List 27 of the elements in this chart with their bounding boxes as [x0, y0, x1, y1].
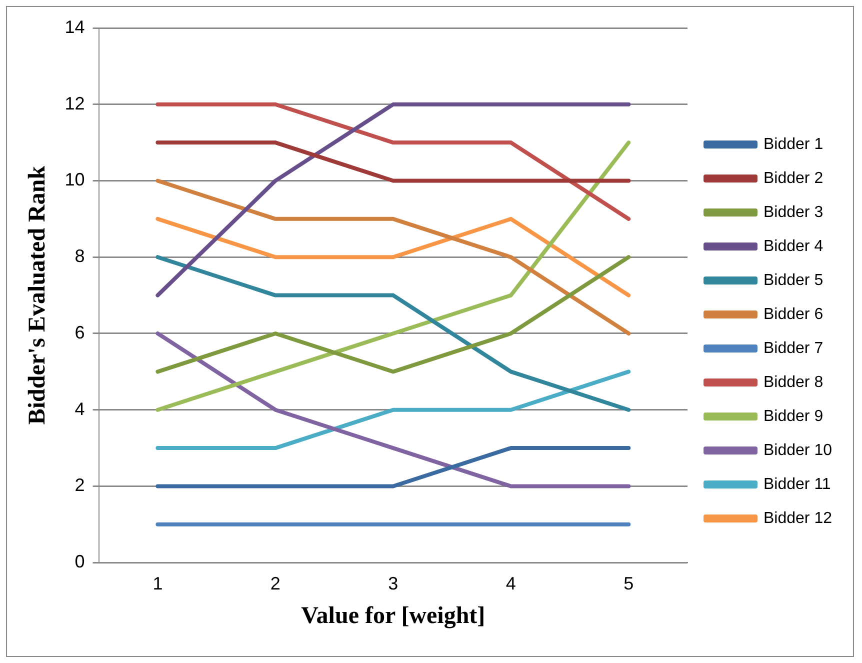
legend-label: Bidder 3 — [764, 204, 824, 221]
y-axis-title: Bidder's Evaluated Rank — [24, 165, 51, 425]
x-tick-label: 5 — [624, 573, 634, 594]
legend-label: Bidder 2 — [764, 170, 824, 187]
x-axis-title: Value for [weight] — [301, 602, 486, 629]
x-tick-label: 4 — [506, 573, 516, 594]
legend-label: Bidder 8 — [764, 374, 824, 391]
legend-label: Bidder 4 — [764, 238, 824, 255]
y-tick-label: 2 — [74, 475, 85, 496]
y-tick-label: 6 — [74, 322, 85, 342]
y-tick-label: 8 — [74, 246, 85, 266]
y-tick-label: 14 — [64, 16, 85, 37]
legend-label: Bidder 9 — [764, 408, 824, 425]
legend-label: Bidder 7 — [764, 340, 824, 357]
x-tick-label: 2 — [270, 573, 280, 594]
legend-label: Bidder 1 — [764, 136, 824, 153]
y-tick-label: 12 — [64, 93, 85, 114]
x-tick-label: 1 — [152, 573, 163, 594]
legend-label: Bidder 5 — [764, 272, 824, 289]
x-tick-label: 3 — [388, 573, 398, 594]
y-tick-label: 10 — [64, 170, 85, 190]
legend-label: Bidder 6 — [764, 306, 824, 323]
y-tick-label: 4 — [74, 398, 85, 419]
legend-label: Bidder 11 — [764, 476, 831, 493]
legend-label: Bidder 12 — [764, 510, 832, 527]
y-tick-label: 0 — [74, 552, 85, 572]
legend-label: Bidder 10 — [764, 442, 832, 459]
